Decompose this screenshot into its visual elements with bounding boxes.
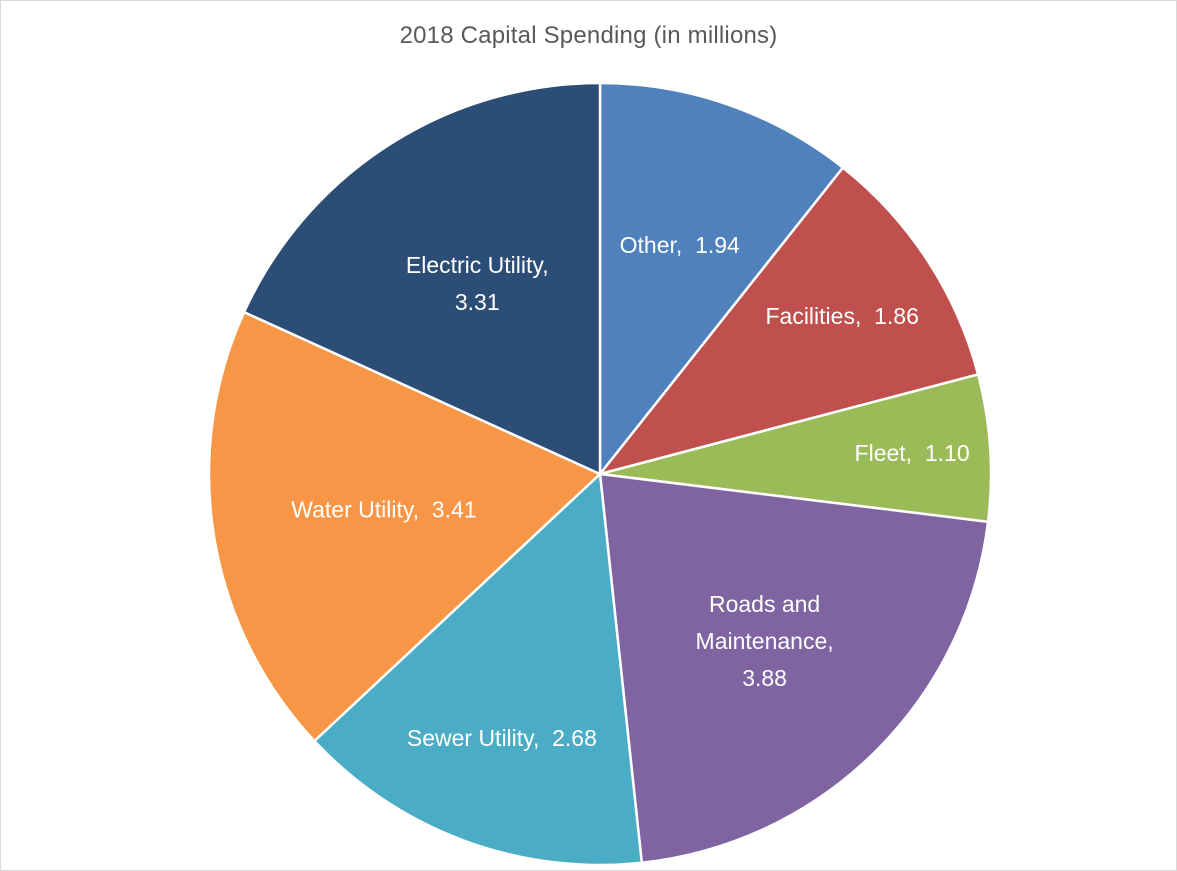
data-label-line: 3.31 (455, 289, 500, 315)
data-label-water-utility: Water Utility, 3.41 (291, 496, 476, 522)
data-label-roads-and-maintenance: Roads and Maintenance, 3.88 (696, 591, 834, 691)
pie-slice-facilities (598, 166, 980, 476)
data-label-line: Fleet, 1.10 (855, 440, 970, 466)
pie-slice-water-utility (207, 310, 602, 743)
pie-data-labels: Other, 1.94 Facilities, 1.86 Fleet, 1.10 Ro… (291, 232, 969, 751)
pie-slices (207, 81, 993, 867)
data-label-line: 3.88 (742, 665, 787, 691)
data-label-electric-utility: Electric Utility, 3.31 (406, 252, 549, 315)
pie-slice-sewer-utility (313, 472, 644, 867)
data-label-line: Maintenance, (696, 628, 834, 654)
pie-slice-electric-utility (242, 81, 602, 476)
pie-slice-other (598, 81, 845, 476)
data-label-line: Electric Utility, (406, 252, 549, 278)
data-label-line: Sewer Utility, 2.68 (407, 725, 597, 751)
data-label-fleet: Fleet, 1.10 (855, 440, 970, 466)
data-label-facilities: Facilities, 1.86 (765, 303, 918, 329)
chart-title: 2018 Capital Spending (in millions) (399, 22, 778, 49)
pie-slice-roads-and-maintenance (598, 472, 990, 865)
data-label-other: Other, 1.94 (620, 232, 740, 258)
data-label-line: Water Utility, 3.41 (291, 496, 476, 522)
data-label-line: Roads and (709, 591, 820, 617)
data-label-line: Other, 1.94 (620, 232, 740, 258)
data-label-line: Facilities, 1.86 (765, 303, 918, 329)
data-label-sewer-utility: Sewer Utility, 2.68 (407, 725, 597, 751)
